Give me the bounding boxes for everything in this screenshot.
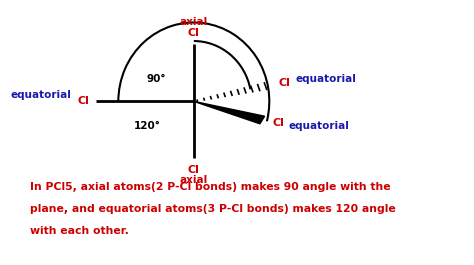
Text: In PCl5, axial atoms(2 P-Cl bonds) makes 90 angle with the: In PCl5, axial atoms(2 P-Cl bonds) makes… <box>29 182 390 192</box>
Text: Cl: Cl <box>78 96 90 106</box>
Text: Cl: Cl <box>188 165 200 175</box>
Text: Cl: Cl <box>188 28 200 38</box>
Text: axial: axial <box>180 17 208 27</box>
Text: 120°: 120° <box>134 121 161 131</box>
Text: equatorial: equatorial <box>296 74 356 84</box>
Text: axial: axial <box>180 175 208 185</box>
Text: Cl: Cl <box>272 118 284 128</box>
Text: plane, and equatorial atoms(3 P-Cl bonds) makes 120 angle: plane, and equatorial atoms(3 P-Cl bonds… <box>29 204 395 214</box>
Text: equatorial: equatorial <box>289 121 350 131</box>
Text: with each other.: with each other. <box>29 226 128 236</box>
Text: equatorial: equatorial <box>11 90 72 100</box>
Polygon shape <box>194 101 264 124</box>
Text: Cl: Cl <box>279 78 291 88</box>
Text: 90°: 90° <box>146 74 166 84</box>
